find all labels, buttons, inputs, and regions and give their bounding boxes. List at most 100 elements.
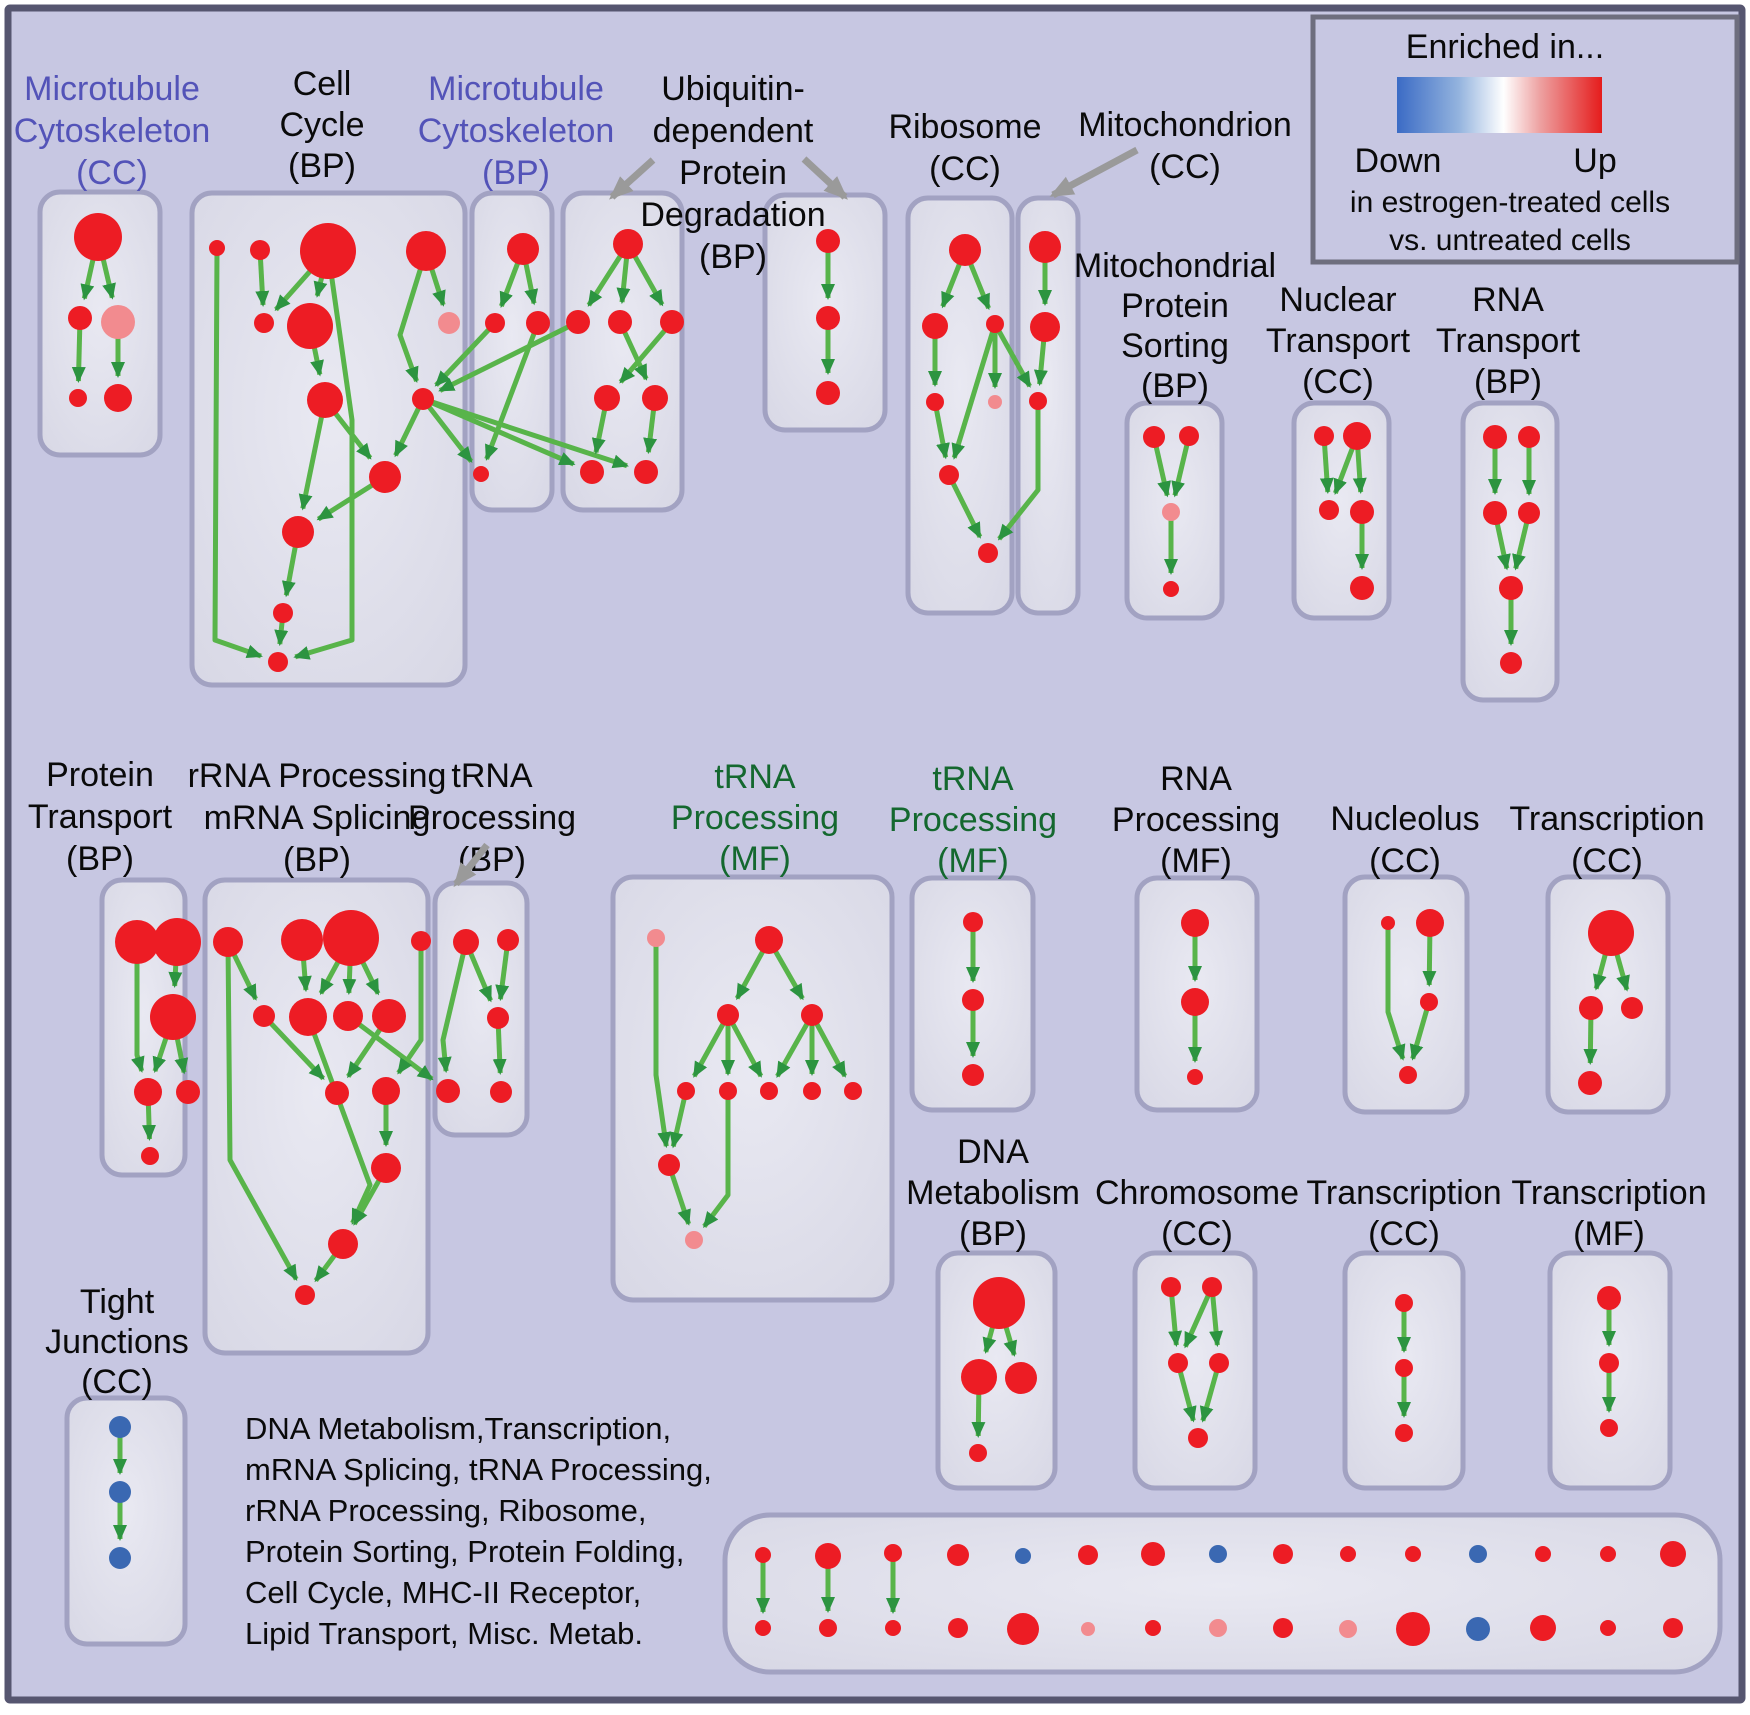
- trna-processing-mf-2-node: [962, 1064, 984, 1086]
- edge-arrow: [293, 250, 355, 660]
- misc-cluster-node: [1405, 1546, 1421, 1562]
- rrna-processing-mrna-splicing-bp-node: [333, 1001, 363, 1031]
- misc-cluster-node: [885, 1620, 901, 1636]
- rrna-processing-mrna-splicing-bp-label: mRNA Splicing: [204, 799, 431, 837]
- microtubule-cytoskeleton-cc-node: [104, 384, 132, 412]
- edge-arrow: [946, 473, 983, 539]
- label-pointer-arrows: [453, 146, 1139, 888]
- microtubule-cytoskeleton-bp-node: [526, 311, 550, 335]
- edge-arrow: [212, 247, 263, 659]
- trna-processing-bp-node: [436, 1079, 460, 1103]
- trna-processing-mf-1-node: [717, 1004, 739, 1026]
- cell-cycle-bp-node: [438, 312, 460, 334]
- edge-arrow: [653, 938, 672, 1149]
- ribosome-cc-node: [949, 234, 981, 266]
- misc-cluster-node: [755, 1620, 771, 1636]
- transcription-cc-bottom-node: [1395, 1424, 1413, 1442]
- transcription-cc-mid-node: [1621, 997, 1643, 1019]
- ubiquitin-degradation-bp-box-2-node: [816, 229, 840, 253]
- cell-cycle-bp-node: [307, 382, 343, 418]
- rna-transport-bp-node: [1483, 425, 1507, 449]
- mitochondrial-protein-sorting-bp-node: [1162, 503, 1180, 521]
- tight-junctions-cc-node: [109, 1547, 131, 1569]
- mitochondrial-protein-sorting-bp-node: [1143, 426, 1165, 448]
- chromosome-cc-node: [1188, 1428, 1208, 1448]
- misc-cluster-node: [1660, 1541, 1686, 1567]
- tight-junctions-cc-label: Tight: [80, 1283, 155, 1321]
- misc-cluster-node: [1469, 1545, 1487, 1563]
- protein-transport-bp-node: [115, 920, 159, 964]
- misc-cluster-node: [1209, 1545, 1227, 1563]
- trna-processing-mf-2-label: Processing: [889, 801, 1057, 839]
- ubiquitin-degradation-bp-box-1-label: Degradation: [640, 196, 825, 234]
- cell-cycle-bp-node: [273, 603, 293, 623]
- microtubule-cytoskeleton-cc-box: [37, 189, 163, 458]
- nucleolus-cc-label: (CC): [1369, 842, 1441, 880]
- trna-processing-mf-1-label: tRNA: [714, 758, 796, 796]
- mitochondrial-protein-sorting-bp-node: [1179, 426, 1199, 446]
- trna-processing-bp-label: Processing: [408, 799, 576, 837]
- edge-arrow: [809, 1013, 848, 1078]
- nucleolus-cc-node: [1416, 909, 1444, 937]
- legend-subtitle-1: in estrogen-treated cells: [1350, 186, 1670, 219]
- misc-cluster-node: [1530, 1615, 1556, 1641]
- misc-cluster-node: [1340, 1546, 1356, 1562]
- mitochondrial-protein-sorting-bp-label: Mitochondrial: [1074, 247, 1276, 285]
- edge-arrow: [702, 1091, 731, 1229]
- misc-cluster-node: [1081, 1622, 1095, 1636]
- misc-categories-line: Lipid Transport, Misc. Metab.: [245, 1616, 643, 1651]
- chromosome-cc-node: [1209, 1353, 1229, 1373]
- microtubule-cytoskeleton-bp-node: [507, 233, 539, 265]
- nucleolus-cc-node: [1420, 993, 1438, 1011]
- trna-processing-mf-1-node: [647, 929, 665, 947]
- edge-arrow: [692, 1013, 731, 1078]
- ubiquitin-degradation-bp-box-1-node: [608, 310, 632, 334]
- edge-arrow: [618, 320, 674, 384]
- microtubule-cytoskeleton-bp-label: Cytoskeleton: [418, 112, 615, 150]
- transcription-cc-mid-label: Transcription: [1509, 800, 1704, 838]
- trna-processing-mf-2-label: (MF): [937, 842, 1009, 880]
- nuclear-transport-cc-label: (CC): [1302, 363, 1374, 401]
- ubiquitin-degradation-bp-box-1-label: (BP): [699, 238, 767, 276]
- nucleolus-cc-node: [1381, 916, 1395, 930]
- trna-processing-mf-2-label: tRNA: [932, 760, 1014, 798]
- mitochondrial-protein-sorting-bp-label: (BP): [1141, 367, 1209, 405]
- protein-transport-bp-node: [150, 994, 196, 1040]
- legend-gradient-bar: [1397, 77, 1602, 133]
- trna-processing-mf-1-box: [610, 874, 895, 1303]
- legend-subtitle-2: vs. untreated cells: [1389, 224, 1631, 257]
- transcription-mf-node: [1599, 1353, 1619, 1373]
- trna-processing-mf-1-node: [803, 1082, 821, 1100]
- rrna-processing-mrna-splicing-bp-node: [289, 998, 327, 1036]
- nucleolus-cc-node: [1399, 1066, 1417, 1084]
- nucleolus-cc-label: Nucleolus: [1330, 800, 1479, 838]
- nuclear-transport-cc-node: [1350, 500, 1374, 524]
- trna-processing-mf-1-node: [755, 926, 783, 954]
- cell-cycle-bp-node: [254, 313, 274, 333]
- misc-categories-line: DNA Metabolism,Transcription,: [245, 1411, 671, 1446]
- cell-cycle-bp-node: [300, 223, 356, 279]
- rrna-processing-mrna-splicing-bp-node: [371, 1153, 401, 1183]
- mitochondrion-cc-node: [1029, 231, 1061, 263]
- trna-processing-bp-label: tRNA: [451, 757, 533, 795]
- trna-processing-bp-node: [490, 1081, 512, 1103]
- misc-cluster-node: [948, 1618, 968, 1638]
- ribosome-cc-label: (CC): [929, 150, 1001, 188]
- edge-arrow: [1409, 1001, 1432, 1061]
- mitochondrial-protein-sorting-bp-label: Protein: [1121, 287, 1229, 325]
- chromosome-cc-node: [1161, 1277, 1181, 1297]
- edge-arrow: [396, 941, 424, 1075]
- rrna-processing-mrna-splicing-bp-node: [253, 1005, 275, 1027]
- misc-categories-line: Protein Sorting, Protein Folding,: [245, 1534, 684, 1569]
- nuclear-transport-cc-box: [1291, 400, 1392, 621]
- ubiquitin-degradation-bp-box-1-node: [594, 385, 620, 411]
- pointer-arrow-icon: [801, 156, 848, 200]
- microtubule-cytoskeleton-cc-label: (CC): [76, 154, 148, 192]
- edge-arrow: [346, 1014, 434, 1081]
- nuclear-transport-cc-label: Transport: [1266, 322, 1411, 360]
- rna-processing-mf-node: [1181, 909, 1209, 937]
- transcription-mf-label: Transcription: [1511, 1174, 1706, 1212]
- trna-processing-mf-2-node: [962, 989, 984, 1011]
- microtubule-cytoskeleton-bp-label: Microtubule: [428, 70, 604, 108]
